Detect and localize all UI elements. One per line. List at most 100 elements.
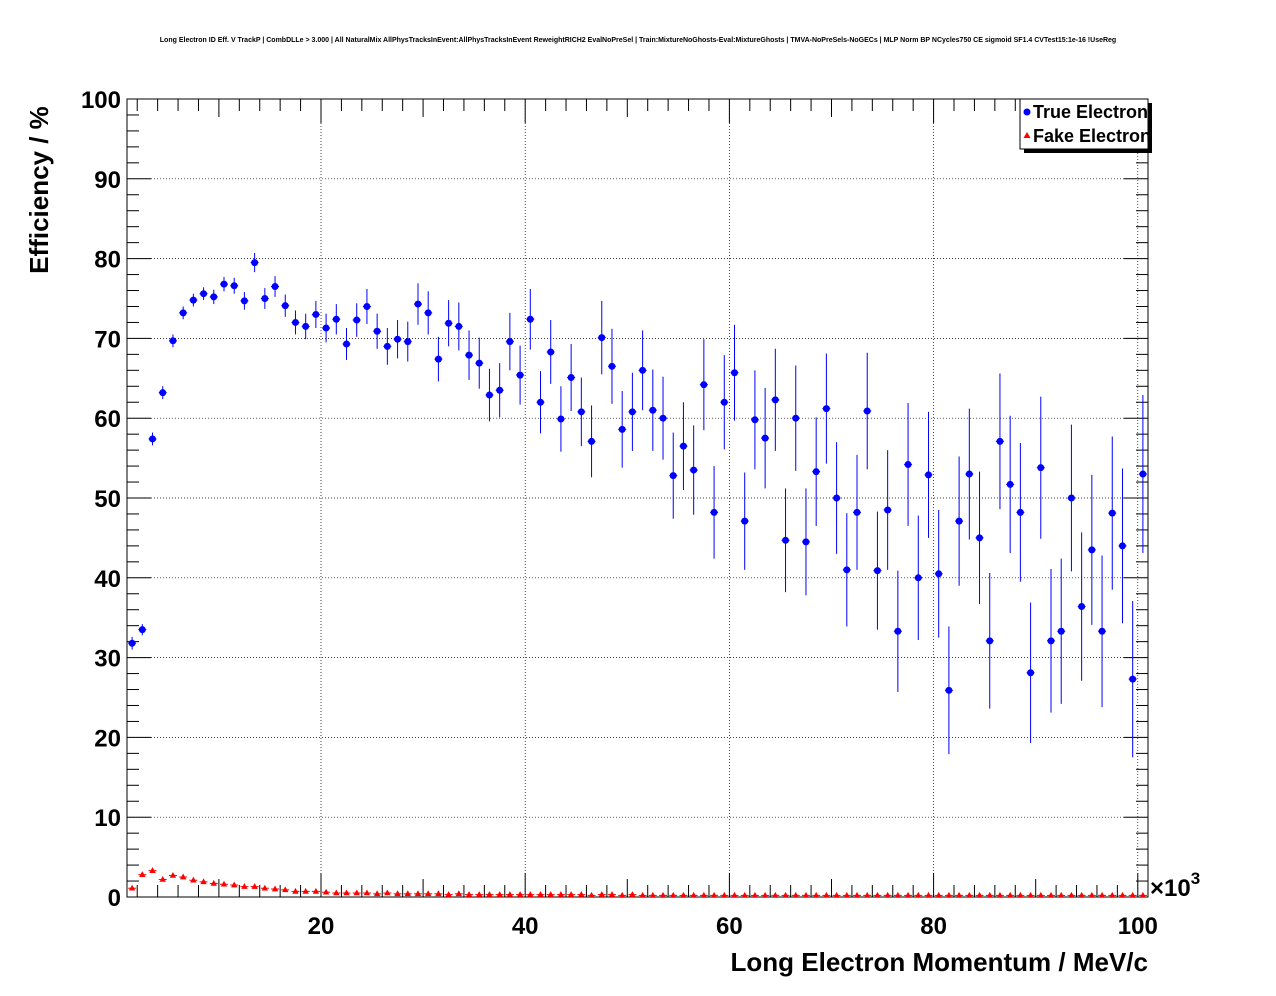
true-electron-point — [1139, 470, 1147, 478]
true-electron-point — [302, 322, 310, 330]
legend-label-true-electron: True Electron — [1033, 102, 1148, 122]
fake-electron-point — [976, 891, 983, 898]
true-electron-point — [424, 309, 432, 317]
x-tick-labels: 20 40 60 80 100 — [308, 913, 1158, 940]
y-tick-label: 90 — [94, 167, 121, 194]
true-electron-point — [383, 342, 391, 350]
true-electron-point — [965, 470, 973, 478]
true-electron-point — [251, 259, 259, 267]
fake-electron-point — [200, 878, 207, 885]
fake-electron-point — [588, 891, 595, 898]
fake-electron-point — [169, 871, 177, 878]
fake-electron-point — [915, 891, 922, 898]
x-tick-label: 100 — [1118, 913, 1158, 940]
x-tick-label: 60 — [716, 913, 743, 940]
true-electron-point — [445, 319, 453, 327]
fake-electron-point — [302, 887, 309, 894]
fake-electron-point — [537, 891, 544, 897]
true-electron-point — [843, 566, 851, 574]
y-tick-label: 0 — [108, 885, 121, 912]
fake-electron-point — [506, 891, 514, 897]
x-tick-label: 20 — [308, 913, 335, 940]
fake-electron-point — [373, 890, 381, 897]
true-electron-point — [690, 466, 698, 474]
fake-electron-point — [721, 891, 728, 898]
fake-electron-point — [1027, 891, 1034, 898]
x-tick-label: 40 — [512, 913, 539, 940]
fake-electron-point — [1017, 891, 1024, 898]
fake-electron-point — [874, 891, 881, 898]
true-electron-point — [373, 327, 381, 335]
true-electron-point — [567, 374, 575, 382]
fake-electron-point — [251, 883, 258, 889]
fake-electron-point — [139, 871, 146, 877]
true-electron-point — [496, 386, 504, 394]
fake-electron-point — [823, 891, 830, 898]
fake-electron-point — [231, 881, 238, 888]
fake-electron-point — [1098, 891, 1106, 898]
fake-electron-point — [629, 891, 636, 897]
true-electron-point — [1027, 669, 1035, 677]
fake-electron-point — [1058, 891, 1065, 898]
true-electron-point — [863, 407, 871, 415]
true-electron-point — [1118, 542, 1126, 550]
fake-electron-point — [322, 888, 330, 895]
true-electron-point — [679, 442, 687, 450]
legend: True Electron Fake Electron — [1019, 98, 1152, 153]
true-electron-point — [639, 366, 647, 374]
true-electron-point — [720, 398, 728, 406]
fake-electron-point — [792, 891, 799, 898]
fake-electron-point — [312, 887, 320, 894]
fake-electron-point — [598, 891, 605, 897]
true-electron-point — [1098, 627, 1106, 635]
true-electron-point — [598, 334, 606, 342]
fake-electron-point — [864, 891, 871, 898]
legend-box — [1019, 98, 1149, 150]
fake-electron-point — [516, 891, 524, 897]
fake-electron-point — [435, 890, 442, 897]
y-tick-label: 70 — [94, 326, 121, 353]
true-electron-point — [608, 362, 616, 370]
true-electron-point — [710, 508, 718, 516]
grid-lines — [127, 99, 1148, 897]
fake-electron-point — [772, 891, 779, 898]
x-axis-title: Long Electron Momentum / MeV/c — [731, 947, 1148, 977]
fake-electron-point — [404, 890, 411, 897]
true-electron-point — [312, 310, 320, 318]
true-electron-point — [751, 416, 759, 424]
true-electron-point — [700, 381, 708, 389]
fake-electron-point — [496, 891, 503, 897]
true-electron-point — [802, 538, 810, 546]
axis-ticks — [127, 98, 1148, 898]
fake-electron-point — [445, 891, 452, 897]
true-electron-point — [914, 574, 922, 582]
fake-electron-point — [700, 891, 708, 898]
true-electron-point — [271, 283, 279, 291]
true-electron-point — [588, 437, 596, 445]
fake-electron-point — [292, 887, 299, 894]
fake-electron-point — [955, 891, 963, 898]
true-electron-point — [649, 406, 657, 414]
true-electron-point — [853, 508, 861, 516]
x-tick-label: 80 — [920, 913, 947, 940]
fake-electron-point — [639, 891, 646, 898]
fake-electron-point — [455, 890, 463, 897]
y-tick-label: 50 — [94, 486, 121, 513]
fake-electron-point — [1129, 891, 1136, 898]
fake-electron-point — [966, 891, 973, 898]
true-electron-point — [822, 405, 830, 413]
y-tick-label: 40 — [94, 566, 121, 593]
true-electron-point — [353, 316, 361, 324]
true-electron-point — [741, 517, 749, 525]
fake-electron-point — [731, 891, 738, 898]
y-tick-label: 80 — [94, 247, 121, 274]
true-electron-point — [189, 296, 197, 304]
true-electron-point — [394, 335, 402, 343]
fake-electron-point — [1088, 891, 1096, 898]
fake-electron-point — [741, 891, 748, 898]
fake-electron-point — [333, 889, 340, 896]
fake-electron-point — [782, 891, 789, 898]
true-electron-point — [976, 534, 984, 542]
true-electron-point — [434, 355, 442, 363]
true-electron-point — [1047, 637, 1055, 645]
